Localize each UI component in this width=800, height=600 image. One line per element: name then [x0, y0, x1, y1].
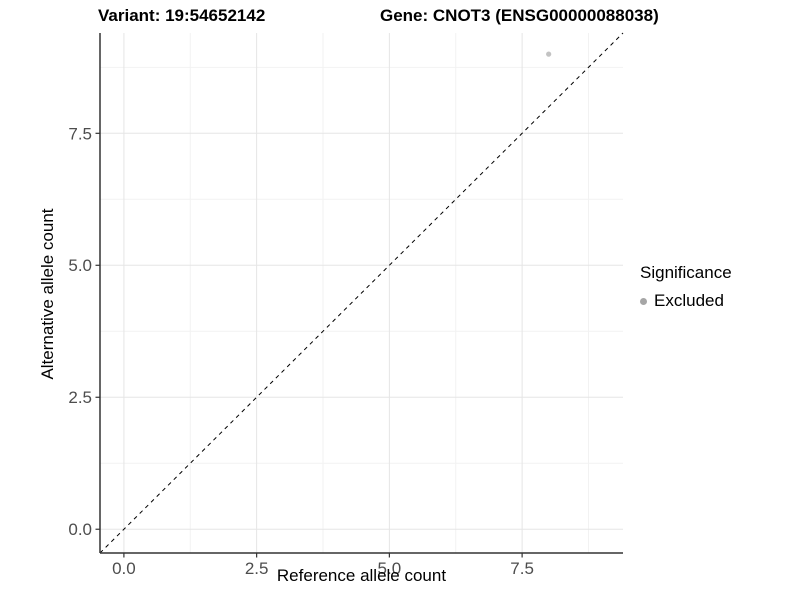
y-tick-label: 0.0 [68, 520, 92, 539]
x-axis-title: Reference allele count [276, 566, 447, 585]
legend-title: Significance [640, 263, 732, 282]
legend-item-excluded: Excluded [640, 291, 732, 311]
legend-item-label: Excluded [654, 291, 724, 310]
y-axis-title: Alternative allele count [38, 208, 57, 380]
y-tick-label: 7.5 [68, 124, 92, 143]
x-tick-label: 0.0 [112, 559, 136, 578]
identity-dashed-line [99, 32, 624, 554]
x-tick-label: 7.5 [510, 559, 534, 578]
legend-point-icon [640, 297, 647, 305]
legend: Significance Excluded [640, 263, 732, 311]
data-point [546, 51, 552, 57]
y-tick-label: 2.5 [68, 388, 92, 407]
x-tick-label: 2.5 [245, 559, 269, 578]
gene-title: Gene: CNOT3 (ENSG00000088038) [380, 6, 659, 25]
x-tick-label: 5.0 [378, 559, 402, 578]
variant-title: Variant: 19:54652142 [98, 6, 266, 25]
y-tick-label: 5.0 [68, 256, 92, 275]
